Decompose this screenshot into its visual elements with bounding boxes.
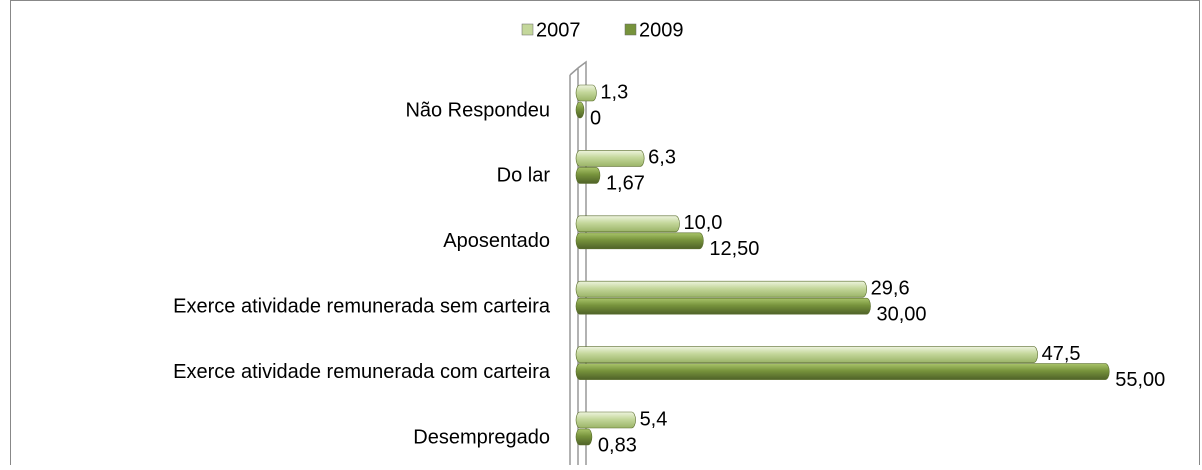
bar	[575, 84, 597, 102]
bar	[575, 428, 593, 446]
bar	[575, 215, 680, 233]
category-label: Do lar	[497, 165, 551, 187]
bar	[575, 346, 1038, 363]
chart-border	[10, 0, 1200, 465]
bar	[575, 363, 1110, 380]
value-label: 12,50	[709, 238, 759, 260]
value-label: 6,3	[648, 147, 676, 169]
value-label: 55,00	[1115, 369, 1165, 391]
value-label: 47,5	[1042, 343, 1081, 365]
bar	[575, 280, 867, 298]
category-label: Aposentado	[443, 230, 550, 252]
legend-label: 2009	[639, 19, 684, 41]
axis-wall	[569, 60, 587, 465]
bar	[575, 411, 636, 429]
bar	[575, 232, 704, 250]
legend-label: 2007	[536, 19, 581, 41]
category-label: Desempregado	[413, 426, 550, 448]
legend-swatch	[521, 23, 534, 36]
value-label: 10,0	[684, 212, 723, 234]
category-label: Exerce atividade remunerada com carteira	[173, 361, 551, 383]
value-label: 0,83	[598, 434, 637, 456]
bar	[575, 101, 585, 119]
value-label: 30,00	[877, 303, 927, 325]
value-label: 29,6	[871, 277, 910, 299]
value-label: 5,4	[640, 408, 668, 430]
legend-swatch	[624, 23, 637, 36]
category-label: Não Respondeu	[405, 99, 550, 121]
bar	[575, 150, 645, 167]
bar	[575, 297, 871, 315]
category-label: Exerce atividade remunerada sem carteira	[173, 295, 551, 317]
value-label: 0	[590, 107, 601, 129]
value-label: 1,3	[600, 81, 628, 103]
bar	[575, 167, 601, 184]
value-label: 1,67	[606, 173, 645, 195]
